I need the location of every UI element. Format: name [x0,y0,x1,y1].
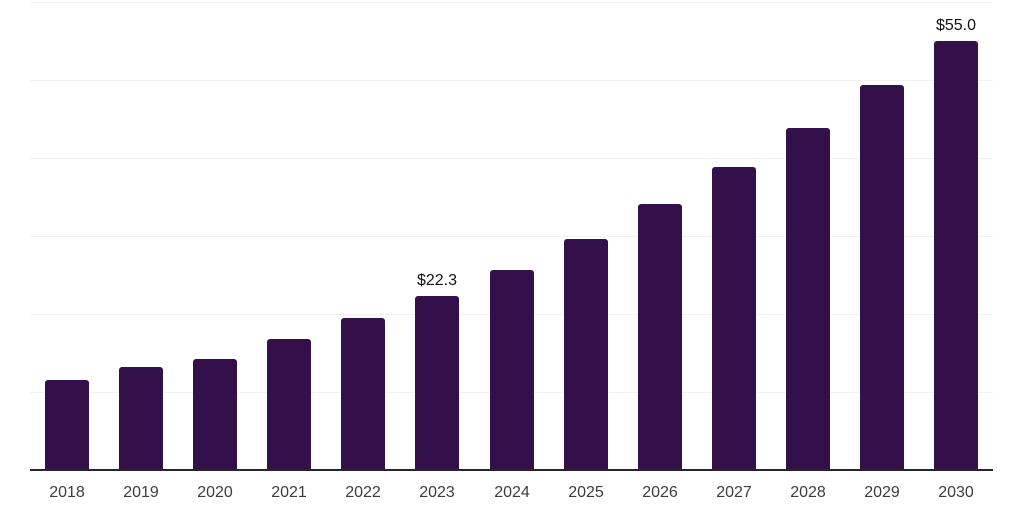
x-tick-label-2029: 2029 [864,484,900,501]
x-tick-label-2024: 2024 [494,484,530,501]
bar-2019 [119,367,163,470]
bar-2018 [45,380,89,470]
bar-2030 [934,41,978,470]
x-tick-label-2022: 2022 [345,484,381,501]
gridline-40 [30,158,993,159]
bar-2027 [712,167,756,470]
gridline-60 [30,2,993,3]
x-tick-label-2020: 2020 [197,484,233,501]
gridline-50 [30,80,993,81]
gridline-30 [30,236,993,237]
bar-2026 [638,204,682,470]
x-tick-label-2027: 2027 [716,484,752,501]
bar-2028 [786,128,830,470]
x-axis-line [30,469,993,471]
x-tick-label-2025: 2025 [568,484,604,501]
x-tick-label-2030: 2030 [938,484,974,501]
x-tick-label-2028: 2028 [790,484,826,501]
bar-2023 [415,296,459,470]
bar-2029 [860,85,904,470]
x-tick-label-2018: 2018 [49,484,85,501]
bar-2021 [267,339,311,470]
x-tick-label-2023: 2023 [419,484,455,501]
bar-2024 [490,270,534,470]
x-tick-label-2019: 2019 [123,484,159,501]
bar-2022 [341,318,385,470]
x-tick-label-2021: 2021 [271,484,307,501]
x-tick-label-2026: 2026 [642,484,678,501]
value-label-2030: $55.0 [935,17,977,34]
value-label-2023: $22.3 [416,272,458,289]
bar-2020 [193,359,237,470]
bar-2025 [564,239,608,470]
